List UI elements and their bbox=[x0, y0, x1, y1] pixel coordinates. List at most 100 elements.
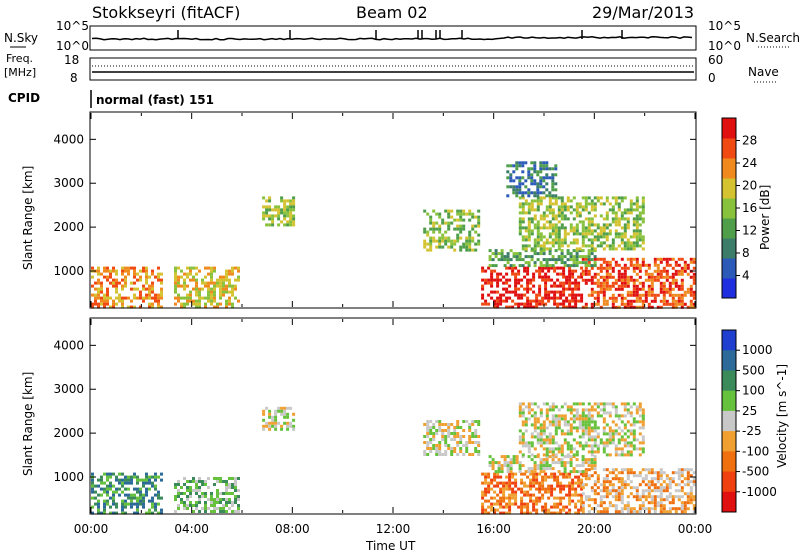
data-cell bbox=[560, 217, 564, 221]
data-cell bbox=[689, 474, 693, 478]
data-cell bbox=[623, 229, 627, 233]
data-cell bbox=[529, 496, 533, 500]
data-cell bbox=[103, 293, 106, 297]
data-cell bbox=[136, 502, 139, 506]
data-cell bbox=[509, 164, 513, 168]
data-cell bbox=[545, 467, 549, 471]
data-cell bbox=[541, 481, 545, 485]
data-cell bbox=[127, 502, 130, 506]
data-cell bbox=[551, 467, 555, 471]
data-cell bbox=[542, 467, 546, 471]
freq-label-2: [MHz] bbox=[4, 66, 36, 79]
data-cell bbox=[557, 417, 561, 421]
data-cell bbox=[500, 255, 504, 259]
data-cell bbox=[192, 302, 195, 306]
data-cell bbox=[521, 205, 525, 209]
data-cell bbox=[213, 287, 216, 291]
data-cell bbox=[602, 241, 606, 245]
data-cell bbox=[617, 417, 621, 421]
data-cell bbox=[608, 429, 612, 433]
power-cbar-label: Power [dB] bbox=[758, 185, 772, 250]
data-cell bbox=[139, 305, 142, 309]
data-cell bbox=[596, 266, 600, 270]
data-cell bbox=[130, 505, 133, 509]
data-cell bbox=[560, 261, 564, 265]
data-cell bbox=[535, 499, 539, 503]
data-cell bbox=[133, 493, 136, 497]
data-cell bbox=[571, 275, 575, 279]
data-cell bbox=[539, 247, 543, 251]
noise-panel-frame bbox=[89, 25, 697, 51]
data-cell bbox=[575, 408, 579, 412]
data-cell bbox=[130, 475, 133, 479]
data-cell bbox=[671, 296, 675, 300]
data-cell bbox=[641, 480, 645, 484]
data-cell bbox=[587, 232, 591, 236]
data-cell bbox=[632, 438, 636, 442]
data-cell bbox=[518, 220, 522, 224]
data-cell bbox=[575, 441, 579, 445]
data-cell bbox=[154, 502, 157, 506]
noise-left-tick-top: 10^5 bbox=[56, 19, 89, 33]
data-cell bbox=[518, 402, 522, 406]
data-cell bbox=[653, 507, 657, 511]
data-cell bbox=[584, 417, 588, 421]
data-cell bbox=[560, 255, 564, 259]
data-cell bbox=[635, 257, 639, 261]
data-cell bbox=[620, 477, 624, 481]
data-cell bbox=[524, 247, 528, 251]
data-cell bbox=[509, 258, 513, 262]
data-cell bbox=[626, 453, 630, 457]
data-cell bbox=[596, 299, 600, 303]
data-cell bbox=[569, 255, 573, 259]
data-cell bbox=[204, 492, 207, 495]
data-cell bbox=[432, 435, 436, 438]
data-cell bbox=[569, 417, 573, 421]
data-cell bbox=[198, 293, 201, 297]
data-cell bbox=[493, 496, 497, 500]
data-cell bbox=[136, 278, 139, 282]
data-cell bbox=[526, 284, 530, 288]
data-cell bbox=[521, 247, 525, 251]
data-cell bbox=[614, 281, 618, 285]
data-cell bbox=[683, 510, 687, 514]
data-cell bbox=[183, 278, 186, 282]
data-cell bbox=[578, 444, 582, 448]
data-cell bbox=[599, 226, 603, 230]
data-cell bbox=[493, 278, 497, 282]
data-cell bbox=[124, 296, 127, 300]
data-cell bbox=[548, 226, 552, 230]
data-cell bbox=[623, 269, 627, 273]
data-cell bbox=[523, 472, 527, 476]
data-cell bbox=[638, 214, 642, 218]
data-cell bbox=[198, 498, 201, 501]
data-cell bbox=[94, 287, 97, 291]
data-cell bbox=[459, 209, 463, 213]
data-cell bbox=[605, 260, 609, 264]
data-cell bbox=[189, 480, 192, 483]
data-cell bbox=[692, 278, 696, 282]
data-cell bbox=[659, 269, 663, 273]
data-cell bbox=[623, 302, 627, 306]
data-cell bbox=[536, 441, 540, 445]
data-cell bbox=[148, 487, 151, 491]
data-cell bbox=[620, 278, 624, 282]
data-cell bbox=[530, 205, 534, 209]
data-cell bbox=[545, 238, 549, 242]
data-cell bbox=[530, 441, 534, 445]
data-cell bbox=[219, 275, 222, 279]
data-cell bbox=[225, 504, 228, 507]
data-cell bbox=[459, 426, 463, 429]
data-cell bbox=[632, 447, 636, 451]
data-cell bbox=[683, 263, 687, 267]
data-cell bbox=[106, 266, 109, 270]
data-cell bbox=[554, 194, 558, 198]
data-cell bbox=[668, 281, 672, 285]
data-cell bbox=[626, 257, 630, 261]
data-cell bbox=[109, 296, 112, 300]
data-cell bbox=[632, 444, 636, 448]
data-cell bbox=[186, 299, 189, 303]
data-cell bbox=[219, 296, 222, 300]
colorbar-tick-label: -25 bbox=[742, 424, 762, 438]
data-cell bbox=[560, 244, 564, 248]
